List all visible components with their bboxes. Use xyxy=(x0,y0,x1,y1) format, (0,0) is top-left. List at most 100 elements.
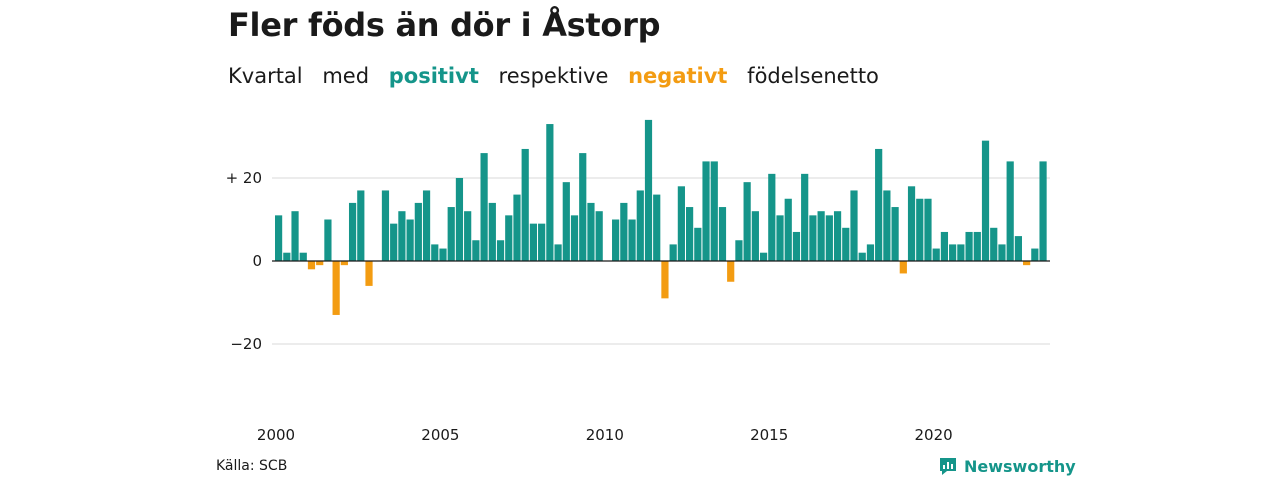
bar xyxy=(570,215,579,261)
bar xyxy=(431,244,439,261)
bar xyxy=(472,240,480,261)
bar xyxy=(1023,261,1031,266)
subtitle-word-med: med xyxy=(322,64,370,88)
bar xyxy=(365,261,373,286)
bar xyxy=(546,124,554,261)
bar xyxy=(932,248,940,261)
bar xyxy=(480,153,488,261)
bar xyxy=(653,194,661,261)
bar xyxy=(521,148,529,261)
bar xyxy=(710,161,718,261)
bar xyxy=(883,190,891,261)
bar xyxy=(743,182,751,261)
bar xyxy=(784,198,792,261)
brand-name: Newsworthy xyxy=(964,456,1076,476)
bar xyxy=(439,248,447,261)
bar xyxy=(595,211,603,261)
bar xyxy=(686,207,694,261)
bar xyxy=(702,161,710,261)
bar xyxy=(636,190,644,261)
bar xyxy=(406,219,414,261)
newsworthy-logo-icon xyxy=(940,458,956,475)
gridlines xyxy=(272,177,1050,345)
bar xyxy=(891,207,899,261)
subtitle-word-respektive: respektive xyxy=(498,64,609,88)
bar xyxy=(759,252,768,261)
bar xyxy=(357,190,365,261)
x-tick-label: 2015 xyxy=(750,426,788,444)
bar xyxy=(612,219,620,261)
chart-title: Fler föds än dör i Åstorp xyxy=(228,6,661,44)
x-axis-ticks: 2000 2005 2010 2015 2020 xyxy=(257,426,953,444)
bar xyxy=(825,215,833,261)
bar xyxy=(990,227,998,261)
bar xyxy=(899,261,907,274)
bar xyxy=(307,261,316,270)
bar xyxy=(973,231,981,261)
y-tick-label: −20 xyxy=(230,335,262,353)
bar xyxy=(924,198,932,261)
bar xyxy=(694,227,702,261)
bar xyxy=(316,261,324,266)
bar xyxy=(940,231,949,261)
bar xyxy=(768,173,776,261)
source-note: Källa: SCB xyxy=(216,458,288,474)
bar xyxy=(801,173,809,261)
subtitle-word-kvartal: Kvartal xyxy=(228,64,303,88)
bar xyxy=(455,178,464,261)
bar xyxy=(587,202,595,261)
bar xyxy=(1039,161,1047,261)
x-tick-label: 2005 xyxy=(421,426,459,444)
bar xyxy=(842,227,850,261)
bar xyxy=(488,202,496,261)
bar xyxy=(751,211,759,261)
bar xyxy=(833,211,842,261)
bar xyxy=(283,252,291,261)
bar xyxy=(505,215,513,261)
bar xyxy=(792,231,801,261)
bar xyxy=(875,148,883,261)
bar xyxy=(817,211,825,261)
bar xyxy=(538,223,546,261)
bar xyxy=(299,252,307,261)
bar xyxy=(348,202,357,261)
bar-series xyxy=(275,119,1047,315)
bar xyxy=(275,215,283,261)
bar xyxy=(1014,236,1022,261)
bar xyxy=(332,261,340,315)
newsworthy-logo: Newsworthy xyxy=(938,456,1076,476)
bar xyxy=(340,261,348,266)
bar xyxy=(579,153,587,261)
bar xyxy=(1006,161,1014,261)
bar xyxy=(496,240,505,261)
bar xyxy=(628,219,636,261)
bar xyxy=(727,261,735,282)
bar xyxy=(381,190,390,261)
bar xyxy=(998,244,1006,261)
bar xyxy=(957,244,965,261)
subtitle-positive-label: positivt xyxy=(388,64,479,88)
bar xyxy=(677,186,685,261)
bar xyxy=(809,215,817,261)
bar xyxy=(291,211,299,261)
subtitle-negative-label: negativt xyxy=(628,64,728,88)
bar xyxy=(1031,248,1039,261)
bar xyxy=(414,202,422,261)
bar xyxy=(661,261,669,299)
x-tick-label: 2010 xyxy=(586,426,624,444)
bar xyxy=(981,140,990,261)
bar xyxy=(513,194,521,261)
y-axis-ticks: + 20 0 −20 xyxy=(226,169,262,353)
bar xyxy=(949,244,957,261)
y-tick-label: 0 xyxy=(252,252,262,270)
bar xyxy=(669,244,677,261)
bar xyxy=(858,252,866,261)
bar xyxy=(422,190,431,261)
bar xyxy=(529,223,538,261)
bar xyxy=(776,215,784,261)
bar xyxy=(562,182,570,261)
chart-subtitle: Kvartal med positivt respektive negativt… xyxy=(228,64,892,88)
bar xyxy=(907,186,916,261)
bar xyxy=(866,244,875,261)
